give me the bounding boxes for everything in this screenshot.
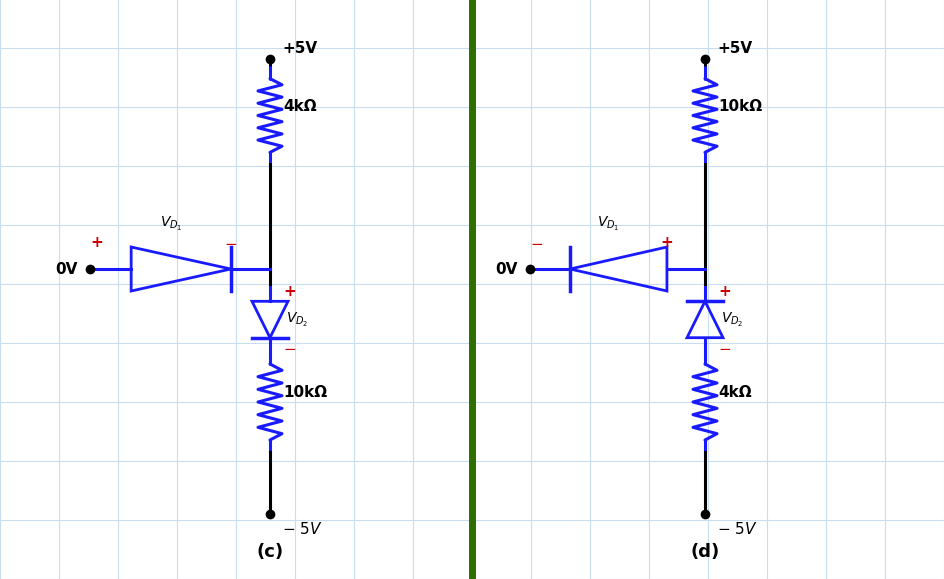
Text: 0V: 0V bbox=[495, 262, 517, 277]
Text: $V_{D_2}$: $V_{D_2}$ bbox=[721, 310, 744, 328]
Text: +: + bbox=[661, 235, 673, 250]
Text: $-\ 5V$: $-\ 5V$ bbox=[717, 521, 758, 537]
Text: 10kΩ: 10kΩ bbox=[283, 385, 328, 400]
Text: +5V: +5V bbox=[717, 41, 752, 56]
Text: $V_{D_1}$: $V_{D_1}$ bbox=[598, 215, 620, 233]
Text: $-$: $-$ bbox=[225, 235, 238, 250]
Text: $-\ 5V$: $-\ 5V$ bbox=[282, 521, 323, 537]
Text: (d): (d) bbox=[690, 543, 719, 561]
Text: $-$: $-$ bbox=[718, 339, 732, 354]
Text: $V_{D_1}$: $V_{D_1}$ bbox=[160, 215, 182, 233]
Text: $-$: $-$ bbox=[531, 235, 544, 250]
Text: 4kΩ: 4kΩ bbox=[283, 98, 316, 113]
Text: 4kΩ: 4kΩ bbox=[718, 385, 751, 400]
Text: 10kΩ: 10kΩ bbox=[718, 98, 762, 113]
Text: (c): (c) bbox=[257, 543, 283, 561]
Text: $V_{D_2}$: $V_{D_2}$ bbox=[286, 310, 309, 328]
Text: 0V: 0V bbox=[55, 262, 77, 277]
Text: +: + bbox=[718, 284, 731, 299]
Text: +5V: +5V bbox=[282, 41, 317, 56]
Text: +: + bbox=[91, 235, 104, 250]
Text: $-$: $-$ bbox=[283, 339, 296, 354]
Text: +: + bbox=[283, 284, 295, 299]
